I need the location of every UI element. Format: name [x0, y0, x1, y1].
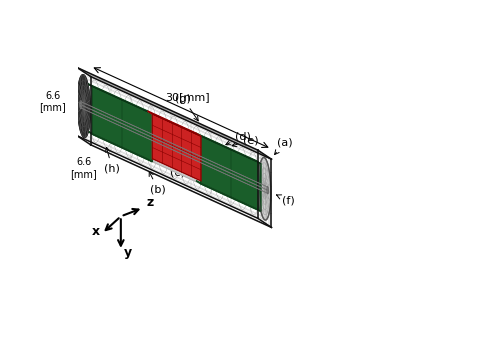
- Text: z: z: [146, 196, 154, 209]
- Polygon shape: [200, 136, 261, 211]
- Text: x: x: [92, 225, 100, 238]
- Polygon shape: [92, 86, 261, 211]
- Text: (g): (g): [175, 94, 198, 121]
- Polygon shape: [88, 84, 261, 164]
- Polygon shape: [196, 181, 261, 211]
- Text: (d): (d): [226, 132, 251, 145]
- Polygon shape: [258, 158, 271, 220]
- Text: (e): (e): [232, 135, 258, 147]
- Text: 30[mm]: 30[mm]: [166, 92, 210, 103]
- Polygon shape: [80, 101, 82, 108]
- Text: y: y: [124, 246, 132, 259]
- Polygon shape: [88, 131, 152, 162]
- Text: 6.6
[mm]: 6.6 [mm]: [40, 91, 66, 112]
- Polygon shape: [83, 103, 84, 109]
- Text: (c): (c): [170, 155, 185, 177]
- Polygon shape: [152, 114, 200, 181]
- Text: (f): (f): [276, 195, 295, 206]
- Polygon shape: [148, 111, 201, 136]
- Polygon shape: [78, 75, 90, 137]
- Text: (h): (h): [104, 147, 120, 173]
- Polygon shape: [88, 84, 152, 114]
- Text: (b): (b): [149, 172, 166, 194]
- Text: (a): (a): [274, 138, 292, 154]
- Polygon shape: [92, 86, 152, 162]
- Polygon shape: [267, 187, 268, 194]
- Text: 6.6
[mm]: 6.6 [mm]: [70, 158, 97, 179]
- Polygon shape: [196, 133, 261, 164]
